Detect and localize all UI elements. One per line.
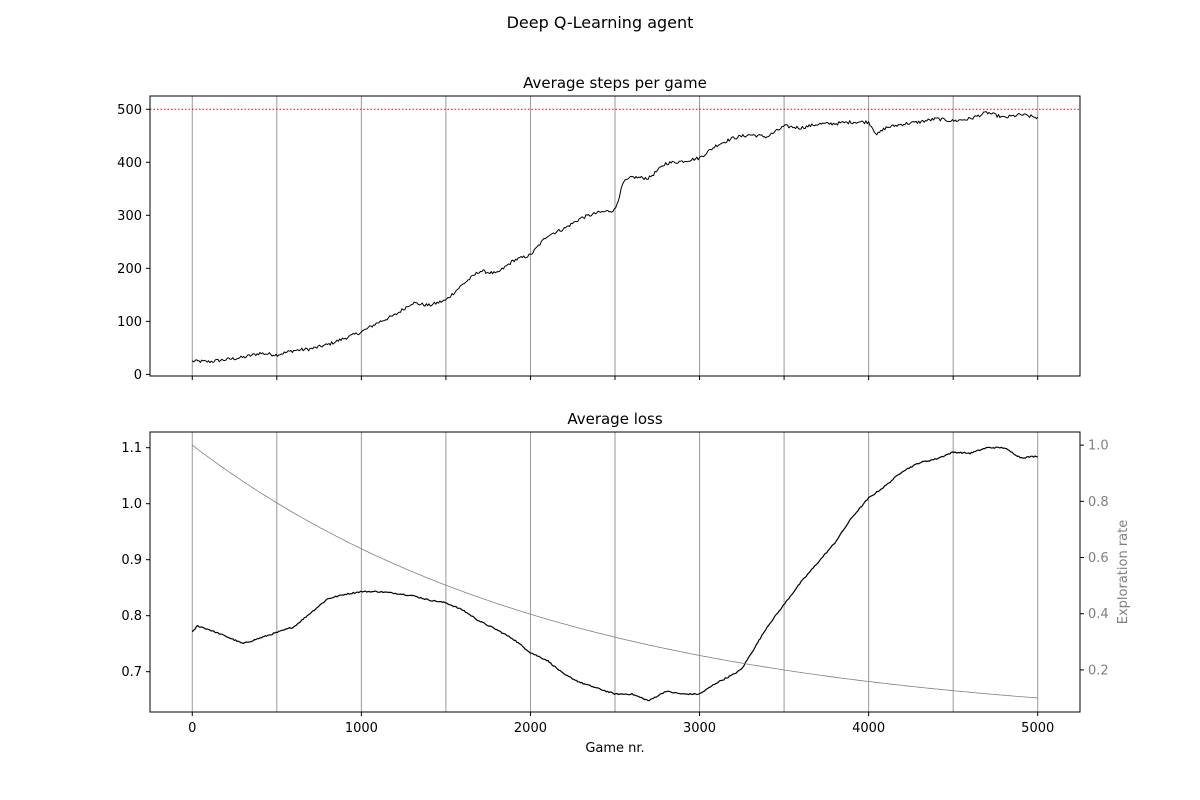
loss-chart-data-line bbox=[191, 446, 1038, 702]
loss-chart-ytick-label: 1.0 bbox=[121, 497, 142, 512]
loss-chart-y2tick-label: 0.2 bbox=[1088, 663, 1109, 678]
steps-chart-y-axis: 0 100 200 300 400 500 bbox=[117, 103, 150, 383]
loss-chart-x-axis: 0 1000 2000 3000 4000 5000 bbox=[188, 712, 1054, 736]
steps-chart-ytick-label: 400 bbox=[117, 156, 142, 171]
loss-chart-y2tick-label: 0.6 bbox=[1088, 551, 1109, 566]
loss-chart-xtick-label: 4000 bbox=[852, 721, 885, 736]
loss-chart-ytick-label: 0.7 bbox=[121, 665, 142, 680]
steps-chart-ytick-label: 100 bbox=[117, 315, 142, 330]
loss-chart-vertical-lines bbox=[191, 432, 1039, 712]
loss-chart-xtick-label: 1000 bbox=[345, 721, 378, 736]
loss-chart-y2tick-label: 0.4 bbox=[1088, 607, 1109, 622]
steps-chart-x-axis bbox=[191, 376, 1039, 380]
steps-chart-ytick-label: 300 bbox=[117, 209, 142, 224]
loss-chart-exploration-line bbox=[192, 444, 1038, 699]
steps-chart-data-line bbox=[191, 111, 1039, 364]
loss-chart-y2-axis: 0.2 0.4 0.6 0.8 1.0 bbox=[1080, 439, 1109, 678]
loss-chart-xtick-label: 2000 bbox=[514, 721, 547, 736]
loss-chart-xtick-label: 3000 bbox=[683, 721, 716, 736]
steps-chart-ytick-label: 500 bbox=[117, 103, 142, 118]
steps-chart-series bbox=[191, 111, 1039, 364]
figure-title: Deep Q-Learning agent bbox=[507, 13, 694, 32]
loss-chart-y2-label: Exploration rate bbox=[1116, 520, 1131, 624]
steps-chart-title: Average steps per game bbox=[523, 74, 707, 92]
steps-chart: Average steps per game 0 100 200 300 400 500 bbox=[117, 74, 1081, 383]
loss-chart-series bbox=[191, 444, 1038, 702]
loss-chart-ytick-label: 0.9 bbox=[121, 553, 142, 568]
steps-chart-vertical-lines bbox=[191, 96, 1039, 376]
loss-chart-y2tick-label: 1.0 bbox=[1088, 439, 1109, 454]
loss-chart-y2tick-label: 0.8 bbox=[1088, 495, 1109, 510]
loss-chart-y-axis: 0.7 0.8 0.9 1.0 1.1 bbox=[121, 441, 150, 680]
loss-chart-x-label: Game nr. bbox=[585, 741, 644, 756]
loss-chart-title: Average loss bbox=[567, 410, 663, 428]
loss-chart-xtick-label: 5000 bbox=[1021, 721, 1054, 736]
loss-chart-xtick-label: 0 bbox=[188, 721, 196, 736]
steps-chart-ytick-label: 0 bbox=[134, 368, 142, 383]
loss-chart-ytick-label: 1.1 bbox=[121, 441, 142, 456]
loss-chart-ytick-label: 0.8 bbox=[121, 609, 142, 624]
steps-chart-ytick-label: 200 bbox=[117, 262, 142, 277]
loss-chart: Average loss 0.70.80.91.01.1 0.20.40.60.… bbox=[121, 410, 1131, 756]
loss-chart-frame bbox=[149, 431, 1081, 713]
